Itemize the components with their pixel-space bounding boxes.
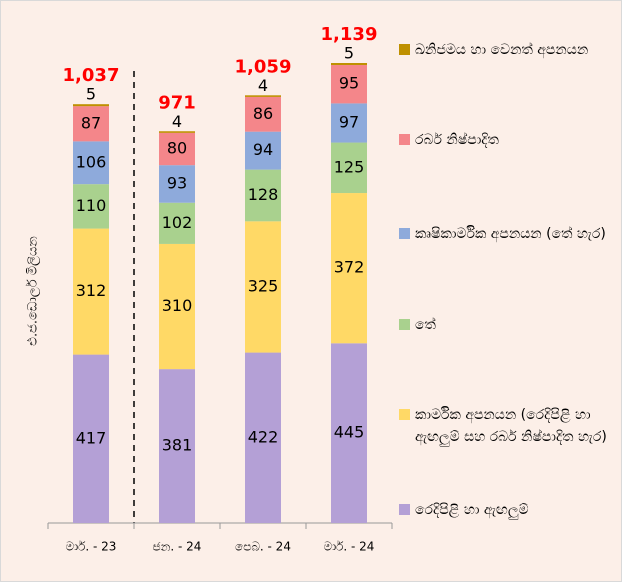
total-label: 1,037 <box>63 65 120 86</box>
bar-segment <box>331 63 367 66</box>
total-label: 971 <box>158 92 196 113</box>
value-label: 106 <box>76 152 107 171</box>
legend-label: රෙදිපිළි හා ඇඟලුම් <box>415 502 529 518</box>
bar-segment <box>331 193 367 344</box>
legend-item: රබර් නිෂ්පාදිත <box>399 129 614 151</box>
bar-segment <box>159 369 195 523</box>
bar-segment <box>331 343 367 523</box>
bar-segment <box>245 169 281 222</box>
legend-swatch <box>399 134 410 145</box>
legend-label: ඛනිජමය හා වෙනත් අපනයන <box>415 42 589 58</box>
bar-segment <box>73 141 109 185</box>
value-label: 372 <box>334 258 365 277</box>
legend-label: තේ <box>415 317 436 333</box>
x-tick-label: මාර්. - 23 <box>66 540 117 554</box>
value-label: 312 <box>76 281 107 300</box>
bar-segment <box>245 95 281 97</box>
value-label: 110 <box>76 196 107 215</box>
legend-label: කාර්මික අපනයන (රෙදිපිළි හා ඇඟලුම් සහ රබර… <box>415 407 607 445</box>
value-label: 4 <box>258 76 268 95</box>
x-tick-label: මාර්. - 24 <box>324 540 375 554</box>
legend-item: රෙදිපිළි හා ඇඟලුම් <box>399 499 614 521</box>
legend-swatch <box>399 409 410 420</box>
value-label: 93 <box>167 173 187 192</box>
bar-segment <box>331 142 367 194</box>
value-label: 94 <box>253 140 273 159</box>
legend-item: කාර්මික අපනයන (රෙදිපිළි හා ඇඟලුම් සහ රබර… <box>399 404 614 448</box>
value-label: 97 <box>339 112 359 131</box>
bar-segment <box>73 354 109 523</box>
value-label: 80 <box>167 139 187 158</box>
bar-segment <box>245 131 281 170</box>
value-label: 102 <box>162 213 193 232</box>
value-label: 325 <box>248 276 279 295</box>
value-label: 310 <box>162 296 193 315</box>
legend-label: කෘෂිකාර්මික අපනයන (තේ හැර) <box>415 226 606 242</box>
value-label: 5 <box>86 85 96 104</box>
value-label: 128 <box>248 185 279 204</box>
x-tick-label: ජන. - 24 <box>153 540 202 554</box>
legend-item: කෘෂිකාර්මික අපනයන (තේ හැර) <box>399 223 614 245</box>
bar-segment <box>73 106 109 142</box>
legend-label: රබර් නිෂ්පාදිත <box>415 132 499 148</box>
bar-segment <box>159 131 195 133</box>
bar-segment <box>331 65 367 104</box>
legend-swatch <box>399 228 410 239</box>
bar-segment <box>73 228 109 355</box>
value-label: 125 <box>334 157 365 176</box>
legend-swatch <box>399 504 410 515</box>
bar-segment <box>73 104 109 107</box>
bar-segment <box>159 202 195 244</box>
bar-segment <box>331 103 367 143</box>
bar-segment <box>245 96 281 132</box>
value-label: 95 <box>339 74 359 93</box>
value-label: 5 <box>344 44 354 63</box>
legend-swatch <box>399 319 410 330</box>
value-label: 445 <box>334 423 365 442</box>
legend-item: ඛනිජමය හා වෙනත් අපනයන <box>399 39 614 61</box>
value-label: 381 <box>162 436 193 455</box>
x-tick-label: පෙබ. - 24 <box>235 540 291 554</box>
value-label: 86 <box>253 104 273 123</box>
bar-segment <box>159 132 195 166</box>
value-label: 417 <box>76 428 107 447</box>
value-label: 87 <box>81 113 101 132</box>
bar-segment <box>159 243 195 370</box>
bar-segment <box>73 184 109 229</box>
legend-swatch <box>399 44 410 55</box>
total-label: 1,059 <box>235 56 292 77</box>
legend-item: තේ <box>399 314 614 336</box>
bar-segment <box>245 221 281 353</box>
y-axis-label: එ.ජ.ඩොලර් මිලියන <box>25 236 41 346</box>
value-label: 422 <box>248 427 279 446</box>
value-label: 4 <box>172 112 182 131</box>
total-label: 1,139 <box>321 24 378 45</box>
bar-segment <box>159 165 195 203</box>
bar-segment <box>245 352 281 523</box>
